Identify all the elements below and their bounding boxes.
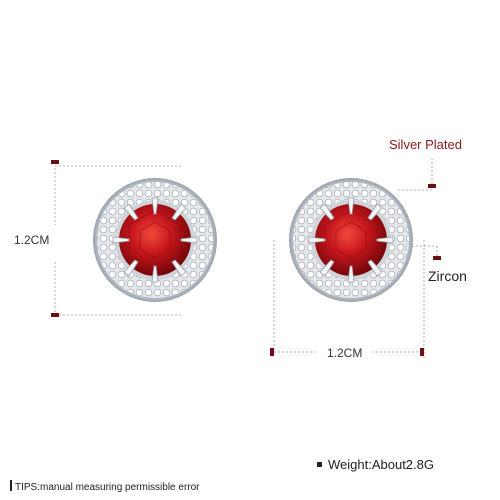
left-earring (93, 178, 217, 302)
width-dimension-label: 1.2CM (327, 346, 363, 360)
tips-text: TIPS:manual measuring permissible error (15, 482, 200, 493)
height-dimension-label: 1.2CM (14, 233, 50, 247)
width-measure-guide (273, 240, 425, 358)
zircon-marker (433, 256, 441, 260)
weight-text: Weight:About2.8G (328, 457, 434, 472)
tips-note: TIPS:manual measuring permissible error (10, 480, 200, 493)
width-marker-left (270, 348, 274, 356)
silver-plated-marker (428, 184, 436, 188)
height-marker-bottom (51, 313, 59, 317)
zircon-label: Zircon (428, 268, 467, 284)
weight-note: Weight:About2.8G (317, 457, 434, 472)
right-earring (289, 178, 413, 302)
height-measure-guide (54, 165, 182, 316)
width-marker-right (420, 348, 424, 356)
silver-plated-label: Silver Plated (389, 137, 462, 152)
silver-plated-pointer (398, 158, 433, 191)
height-marker-top (51, 160, 59, 164)
tips-bar-icon (10, 480, 12, 491)
bullet-icon (317, 462, 322, 467)
